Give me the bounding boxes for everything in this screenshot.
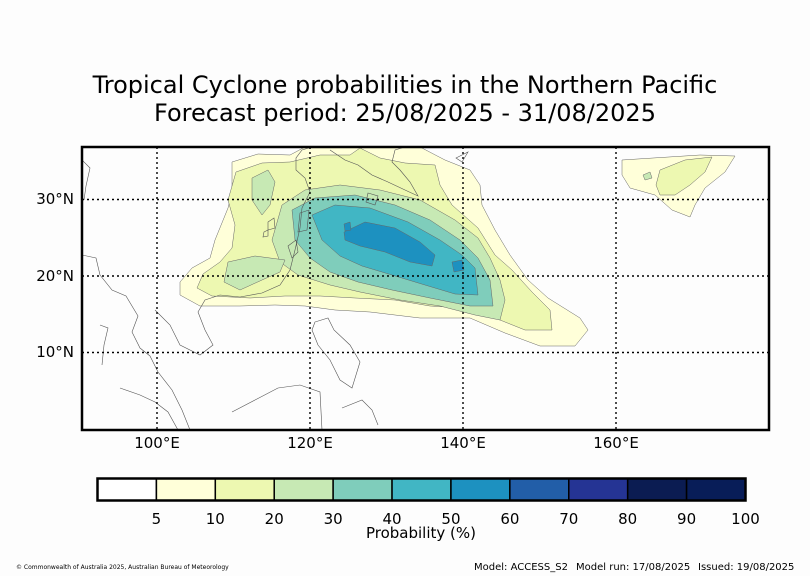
colorbar-swatch [155, 477, 217, 502]
colorbar-tick-label: 30 [323, 510, 343, 528]
colorbar [96, 477, 747, 502]
colorbar-tick-label: 10 [205, 510, 225, 528]
colorbar-tick-label: 80 [618, 510, 638, 528]
colorbar-tick-label: 100 [731, 510, 760, 528]
colorbar-tick-label: 40 [382, 510, 402, 528]
copyright-text: © Commonwealth of Australia 2025, Austra… [16, 564, 229, 571]
lon-label-140: 140°E [440, 434, 486, 452]
contour-50pct-dot [343, 221, 352, 232]
colorbar-tick-label: 70 [559, 510, 579, 528]
colorbar-label: Probability (%) [365, 524, 477, 542]
colorbar-swatch [509, 477, 570, 502]
lat-label-10: 10°N [36, 343, 74, 361]
lon-label-160: 160°E [593, 434, 639, 452]
chart-title-line2: Forecast period: 25/08/2025 - 31/08/2025 [154, 99, 656, 127]
contour-10pct-northeast [655, 156, 713, 196]
colorbar-swatch [391, 477, 452, 502]
colorbar-frame [96, 477, 747, 502]
contour-50pct-small [451, 259, 465, 273]
lon-label-100: 100°E [134, 434, 180, 452]
gridlines [82, 147, 769, 430]
colorbar-swatch [214, 477, 275, 502]
lat-label-20: 20°N [36, 267, 74, 285]
colorbar-swatch [332, 477, 393, 502]
colorbar-tick-label: 20 [264, 510, 284, 528]
colorbar-tick-label: 90 [677, 510, 697, 528]
chart-title-line1: Tropical Cyclone probabilities in the No… [92, 71, 718, 99]
lon-label-120: 120°E [287, 434, 333, 452]
model-run-text: Model run: 17/08/2025 [576, 562, 691, 573]
colorbar-swatch [273, 477, 334, 502]
colorbar-tick-label: 5 [151, 510, 162, 528]
colorbar-swatch [96, 477, 158, 502]
lat-label-30: 30°N [36, 190, 74, 208]
contour-50pct-main [343, 221, 436, 267]
issued-text: Issued: 19/08/2025 [698, 562, 795, 573]
coastlines [82, 147, 469, 430]
colorbar-swatch [626, 477, 688, 502]
model-text: Model: ACCESS_S2 [474, 562, 568, 573]
colorbar-tick-label: 60 [500, 510, 520, 528]
colorbar-swatch [568, 477, 629, 502]
map-frame [80, 145, 771, 432]
colorbar-tick-label: 50 [441, 510, 461, 528]
contour-20pct-northeast [642, 171, 653, 181]
colorbar-swatch [685, 477, 747, 502]
contour-20pct-west [223, 255, 286, 291]
colorbar-swatch [450, 477, 511, 502]
